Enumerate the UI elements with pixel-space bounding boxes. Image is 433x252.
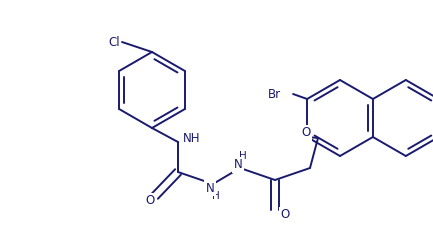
Text: H: H — [239, 151, 247, 161]
Text: N: N — [206, 181, 214, 195]
Text: Br: Br — [268, 87, 281, 101]
Text: NH: NH — [183, 133, 201, 145]
Text: O: O — [301, 127, 310, 140]
Text: Cl: Cl — [108, 36, 120, 48]
Text: H: H — [212, 191, 220, 201]
Text: N: N — [234, 159, 242, 172]
Text: O: O — [281, 208, 290, 222]
Text: O: O — [145, 195, 155, 207]
